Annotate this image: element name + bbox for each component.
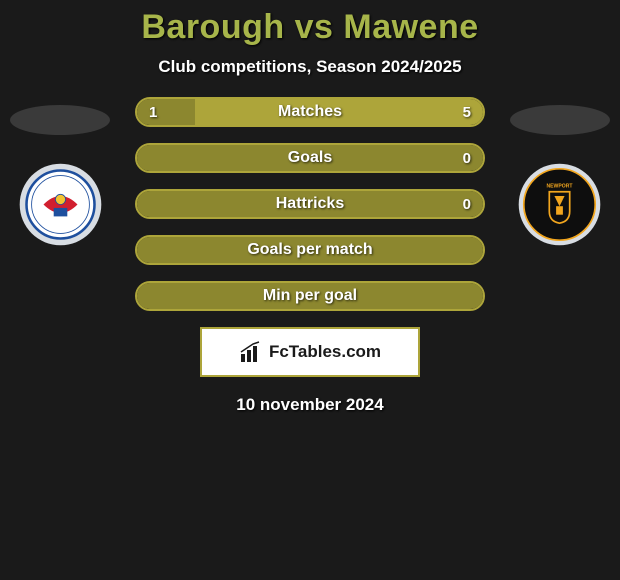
comparison-panel: NEWPORT 15Matches 0Goals 0Hattricks Goals p… <box>0 97 620 415</box>
stat-bar: 0Hattricks <box>135 189 485 219</box>
player1-name: Barough <box>141 8 284 46</box>
bar-label: Goals <box>137 145 483 171</box>
page-title: Barough vs Mawene <box>0 0 620 47</box>
date-text: 10 november 2024 <box>0 395 620 415</box>
player2-name: Mawene <box>343 8 478 46</box>
bar-label: Hattricks <box>137 191 483 217</box>
subtitle: Club competitions, Season 2024/2025 <box>0 57 620 77</box>
player2-shadow <box>510 105 610 135</box>
stat-bars: 15Matches 0Goals 0Hattricks Goals per match… <box>135 97 485 311</box>
player1-shadow <box>10 105 110 135</box>
svg-text:NEWPORT: NEWPORT <box>546 184 573 190</box>
stat-bar: 0Goals <box>135 143 485 173</box>
stat-bar: Min per goal <box>135 281 485 311</box>
bar-label: Min per goal <box>137 283 483 309</box>
brand-box: FcTables.com <box>200 327 420 377</box>
club-badge-right: NEWPORT <box>517 162 602 247</box>
brand-text: FcTables.com <box>269 342 381 362</box>
vs-word: vs <box>295 8 334 46</box>
stat-bar: 15Matches <box>135 97 485 127</box>
bar-label: Goals per match <box>137 237 483 263</box>
chart-icon <box>239 340 263 364</box>
bar-label: Matches <box>137 99 483 125</box>
stat-bar: Goals per match <box>135 235 485 265</box>
club-badge-left <box>18 162 103 247</box>
